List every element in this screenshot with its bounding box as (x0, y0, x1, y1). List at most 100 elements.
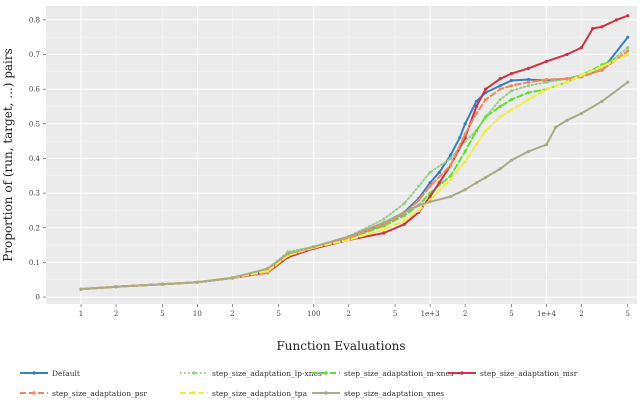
data-point (498, 77, 502, 81)
data-point (463, 132, 467, 136)
data-point (474, 181, 479, 185)
legend-marker (32, 371, 36, 375)
x-tick-label: 2 (579, 310, 583, 318)
data-point (474, 111, 479, 116)
data-point (498, 87, 502, 91)
x-tick-label: 10 (193, 310, 202, 318)
data-point (626, 49, 630, 53)
data-point (526, 84, 531, 88)
legend-marker (192, 391, 196, 395)
data-point (509, 89, 514, 93)
x-tick-label: 1e+3 (421, 310, 440, 318)
data-point (544, 77, 549, 82)
data-point (79, 287, 83, 291)
y-tick-label: 0.4 (29, 155, 41, 163)
data-point (498, 104, 502, 109)
x-tick-label: 100 (307, 310, 320, 318)
legend-item: step_size_adaptation_m-xnes (312, 369, 454, 378)
data-point (417, 208, 421, 213)
data-point (600, 99, 604, 103)
data-point (565, 80, 569, 84)
data-point (265, 269, 270, 273)
x-tick-label: 2 (230, 310, 234, 318)
data-point (526, 80, 531, 84)
data-point (526, 77, 531, 82)
y-tick-label: 0 (36, 294, 40, 302)
legend-item: Default (20, 369, 80, 378)
data-point (626, 45, 630, 50)
data-point (509, 158, 514, 162)
data-point (509, 108, 514, 112)
data-point (265, 267, 270, 271)
legend-item: step_size_adaptation_tpa (180, 389, 308, 398)
data-point (498, 167, 502, 171)
data-point (509, 78, 514, 83)
legend-marker (324, 391, 328, 395)
data-point (498, 115, 502, 119)
legend-marker (460, 371, 464, 375)
data-point (544, 143, 549, 147)
legend-label: step_size_adaptation_psr (52, 389, 147, 398)
data-point (382, 220, 386, 225)
data-point (402, 222, 406, 226)
legend-item: step_size_adaptation_psr (20, 389, 147, 398)
legend-label: Default (52, 369, 80, 378)
x-tick-label: 5 (276, 310, 280, 318)
y-tick-label: 0.8 (29, 16, 40, 24)
x-tick-label: 5 (509, 310, 513, 318)
y-axis-title: Proportion of (run, target, ...) pairs (1, 48, 15, 262)
data-point (286, 252, 290, 256)
data-point (417, 184, 421, 188)
x-tick-label: 2 (114, 310, 118, 318)
y-tick-label: 0.2 (29, 224, 40, 232)
data-point (600, 68, 604, 72)
legend-item: step_size_adaptation_lp-xnes (180, 369, 322, 378)
legend-marker (324, 371, 328, 375)
axis-ticks: 0 0.1 0.2 0.3 0.4 0.5 0.6 0.7 0.8 1 2 5 10 2 5 100 2 5 1e+… (29, 16, 630, 318)
data-point (195, 280, 199, 284)
data-point (498, 84, 502, 88)
y-tick-label: 0.5 (29, 120, 40, 128)
data-point (463, 160, 467, 164)
x-tick-label: 2 (347, 310, 351, 318)
data-point (474, 104, 479, 109)
legend-label: step_size_adaptation_tpa (212, 389, 308, 398)
y-tick-label: 0.1 (29, 259, 40, 267)
data-point (526, 91, 531, 95)
data-point (402, 219, 406, 223)
x-tick-label: 5 (393, 310, 397, 318)
y-tick-label: 0.7 (29, 51, 40, 59)
data-point (579, 45, 584, 50)
legend: Default step_size_adaptation_lp-xnes step_… (20, 369, 578, 398)
data-point (448, 174, 453, 178)
data-point (498, 97, 502, 102)
data-point (614, 18, 619, 22)
data-point (437, 170, 441, 174)
series-step_size_adaptation_xnes (79, 80, 630, 291)
x-tick-label: 1e+4 (537, 310, 556, 318)
data-point (448, 163, 453, 167)
data-point (591, 26, 595, 31)
data-point (509, 84, 514, 88)
data-point (428, 194, 432, 199)
series-line (80, 14, 629, 291)
data-point (600, 25, 604, 29)
data-point (626, 52, 630, 57)
data-point (544, 87, 549, 91)
data-point (554, 125, 558, 129)
data-point (626, 80, 630, 84)
data-point (526, 66, 531, 70)
data-point (312, 245, 316, 249)
data-point (448, 153, 453, 157)
data-point (402, 201, 406, 206)
data-point (600, 65, 604, 69)
data-point (484, 87, 488, 91)
data-point (382, 231, 386, 235)
data-point (544, 59, 549, 64)
data-point (382, 227, 386, 232)
data-point (565, 77, 569, 81)
legend-label: step_size_adaptation_xnes (344, 389, 444, 398)
series-layer (79, 14, 630, 291)
data-point (509, 71, 514, 76)
x-tick-label: 2 (463, 310, 467, 318)
